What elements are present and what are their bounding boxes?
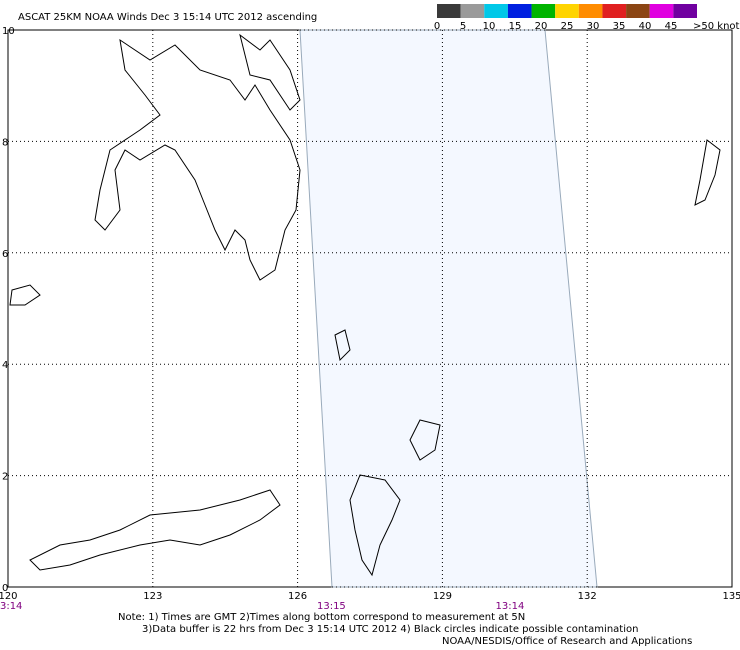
colorbar-label: 15 [509,21,522,32]
time-label: 13:14 [496,601,525,612]
colorbar-swatch [437,4,461,18]
lat-tick-label: 2 [2,472,8,483]
colorbar-swatch [507,4,532,18]
note-line: Note: 1) Times are GMT 2)Times along bot… [118,612,525,623]
colorbar-label: >50 knots [693,21,740,32]
credit: NOAA/NESDIS/Office of Research and Appli… [442,636,692,647]
coastlines [9,33,721,577]
time-label: 13:15 [317,601,346,612]
lon-tick-label: 135 [722,591,740,602]
colorbar-swatch [626,4,650,18]
colorbar-swatch [531,4,556,18]
colorbar-swatch [578,4,603,18]
lon-tick-label: 126 [288,591,307,602]
colorbar-label: 0 [434,21,440,32]
lat-tick-label: 4 [2,360,8,371]
colorbar-label: 30 [587,21,600,32]
colorbar-swatch [602,4,627,18]
colorbar-label: 5 [460,21,466,32]
lon-tick-label: 132 [578,591,597,602]
colorbar-swatch [555,4,579,18]
lat-tick-label: 0 [2,583,8,594]
swath [299,29,598,588]
lon-tick-label: 120 [0,591,18,602]
colorbar-swatch [673,4,697,18]
colorbar-label: 25 [561,21,574,32]
time-label: 13:14 [0,601,22,612]
lon-tick-label: 123 [143,591,162,602]
colorbar-swatch [484,4,508,18]
colorbar-label: 45 [665,21,678,32]
lon-tick-label: 129 [433,591,452,602]
colorbar-swatch [460,4,485,18]
note-line: 3)Data buffer is 22 hrs from Dec 3 15:14… [142,624,638,635]
colorbar-label: 10 [483,21,496,32]
colorbar-label: 40 [639,21,652,32]
lat-tick-label: 10 [2,26,15,37]
title: ASCAT 25KM NOAA Winds Dec 3 15:14 UTC 20… [18,12,317,23]
lat-tick-label: 6 [2,249,8,260]
colorbar-label: 20 [535,21,548,32]
lat-tick-label: 8 [2,137,8,148]
colorbar-label: 35 [613,21,626,32]
colorbar-swatch [649,4,674,18]
